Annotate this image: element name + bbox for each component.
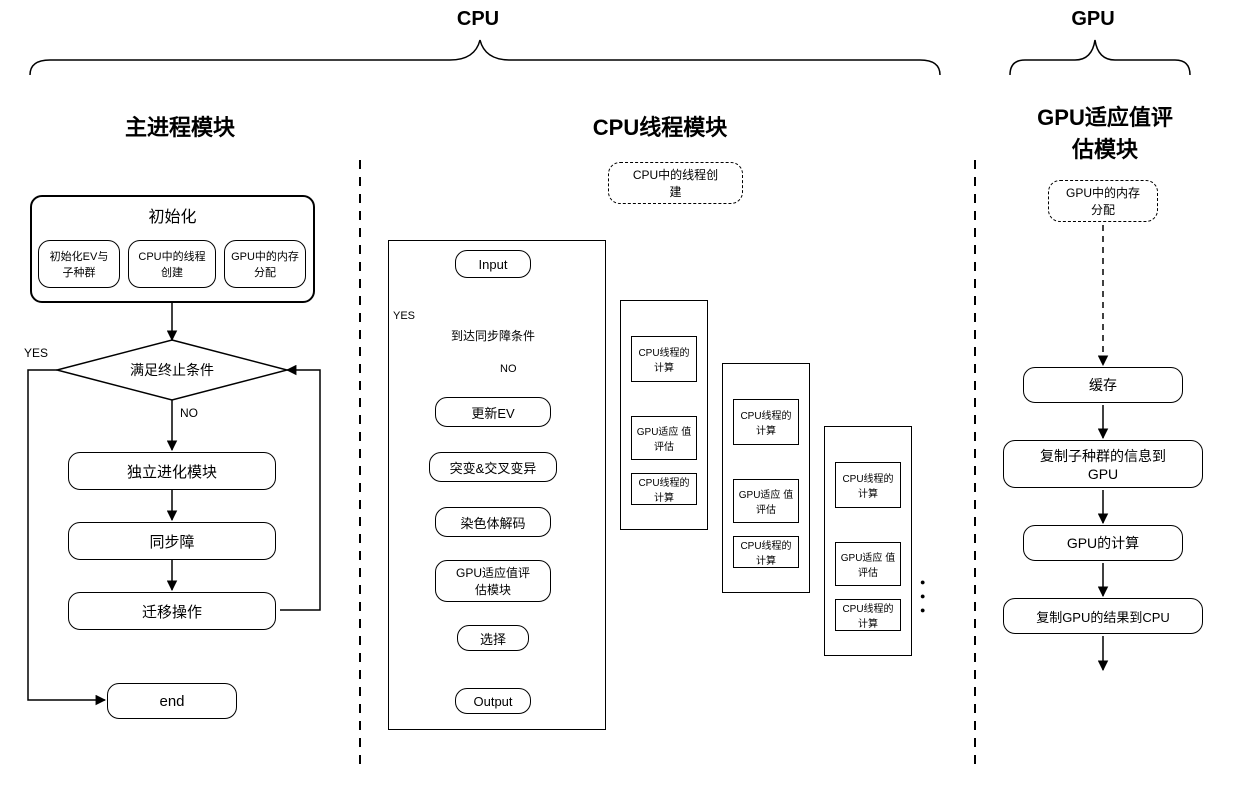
col1-no: NO: [180, 406, 198, 420]
col2-s2: 突变&交叉变异: [429, 452, 557, 482]
col3-s3: GPU的计算: [1023, 525, 1183, 561]
col1-step1: 独立进化模块: [68, 452, 276, 490]
init-sub3: GPU中的内存 分配: [224, 240, 306, 288]
col2-decision: 到达同步障条件: [410, 310, 576, 360]
col1-decision: 满足终止条件: [57, 340, 287, 400]
gpu-header: GPU: [1063, 8, 1123, 31]
ellipsis: ●●●: [920, 575, 925, 617]
init-title: 初始化: [32, 203, 313, 227]
col3-s4: 复制GPU的结果到CPU: [1003, 598, 1203, 634]
col2-s5: 选择: [457, 625, 529, 651]
cpu-header: CPU: [448, 8, 508, 31]
col1-yes: YES: [24, 346, 48, 360]
col3-s1: 缓存: [1023, 367, 1183, 403]
col3-header-box: GPU中的内存 分配: [1048, 180, 1158, 222]
col2-header-box: CPU中的线程创 建: [608, 162, 743, 204]
main-module-title: 主进程模块: [95, 110, 265, 142]
thread-box-1: CPU线程的 计算 GPU适应 值评估 CPU线程的 计算: [620, 300, 708, 530]
col1-step2: 同步障: [68, 522, 276, 560]
col2-output: Output: [455, 688, 531, 714]
col2-input: Input: [455, 250, 531, 278]
col1-end: end: [107, 683, 237, 719]
thread-box-3: CPU线程的 计算 GPU适应 值评估 CPU线程的 计算: [824, 426, 912, 656]
gpu-eval-module-title: GPU适应值评 估模块: [1005, 100, 1205, 164]
init-sub1: 初始化EV与 子种群: [38, 240, 120, 288]
thread-box-2: CPU线程的 计算 GPU适应 值评估 CPU线程的 计算: [722, 363, 810, 593]
cpu-thread-module-title: CPU线程模块: [560, 110, 760, 142]
col2-s4: GPU适应值评 估模块: [435, 560, 551, 602]
col2-yes: YES: [393, 310, 415, 322]
col1-step3: 迁移操作: [68, 592, 276, 630]
col2-s1: 更新EV: [435, 397, 551, 427]
col2-s3: 染色体解码: [435, 507, 551, 537]
init-sub2: CPU中的线程 创建: [128, 240, 216, 288]
col2-no: NO: [500, 363, 517, 375]
col3-s2: 复制子种群的信息到 GPU: [1003, 440, 1203, 488]
